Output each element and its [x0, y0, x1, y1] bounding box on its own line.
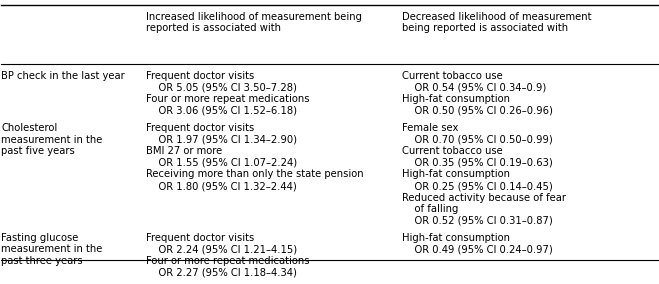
- Text: High-fat consumption
    OR 0.49 (95% CI 0.24–0.97): High-fat consumption OR 0.49 (95% CI 0.2…: [402, 233, 552, 254]
- Text: Current tobacco use
    OR 0.54 (95% CI 0.34–0.9)
High-fat consumption
    OR 0.: Current tobacco use OR 0.54 (95% CI 0.34…: [402, 71, 552, 116]
- Text: Increased likelihood of measurement being
reported is associated with: Increased likelihood of measurement bein…: [146, 12, 362, 34]
- Text: BP check in the last year: BP check in the last year: [1, 71, 125, 81]
- Text: Female sex
    OR 0.70 (95% CI 0.50–0.99)
Current tobacco use
    OR 0.35 (95% C: Female sex OR 0.70 (95% CI 0.50–0.99) Cu…: [402, 123, 565, 226]
- Text: Frequent doctor visits
    OR 2.24 (95% CI 1.21–4.15)
Four or more repeat medica: Frequent doctor visits OR 2.24 (95% CI 1…: [146, 233, 309, 278]
- Text: Frequent doctor visits
    OR 5.05 (95% CI 3.50–7.28)
Four or more repeat medica: Frequent doctor visits OR 5.05 (95% CI 3…: [146, 71, 309, 116]
- Text: Cholesterol
measurement in the
past five years: Cholesterol measurement in the past five…: [1, 123, 103, 156]
- Text: Decreased likelihood of measurement
being reported is associated with: Decreased likelihood of measurement bein…: [402, 12, 591, 34]
- Text: Frequent doctor visits
    OR 1.97 (95% CI 1.34–2.90)
BMI 27 or more
    OR 1.55: Frequent doctor visits OR 1.97 (95% CI 1…: [146, 123, 363, 191]
- Text: Fasting glucose
measurement in the
past three years: Fasting glucose measurement in the past …: [1, 233, 103, 266]
